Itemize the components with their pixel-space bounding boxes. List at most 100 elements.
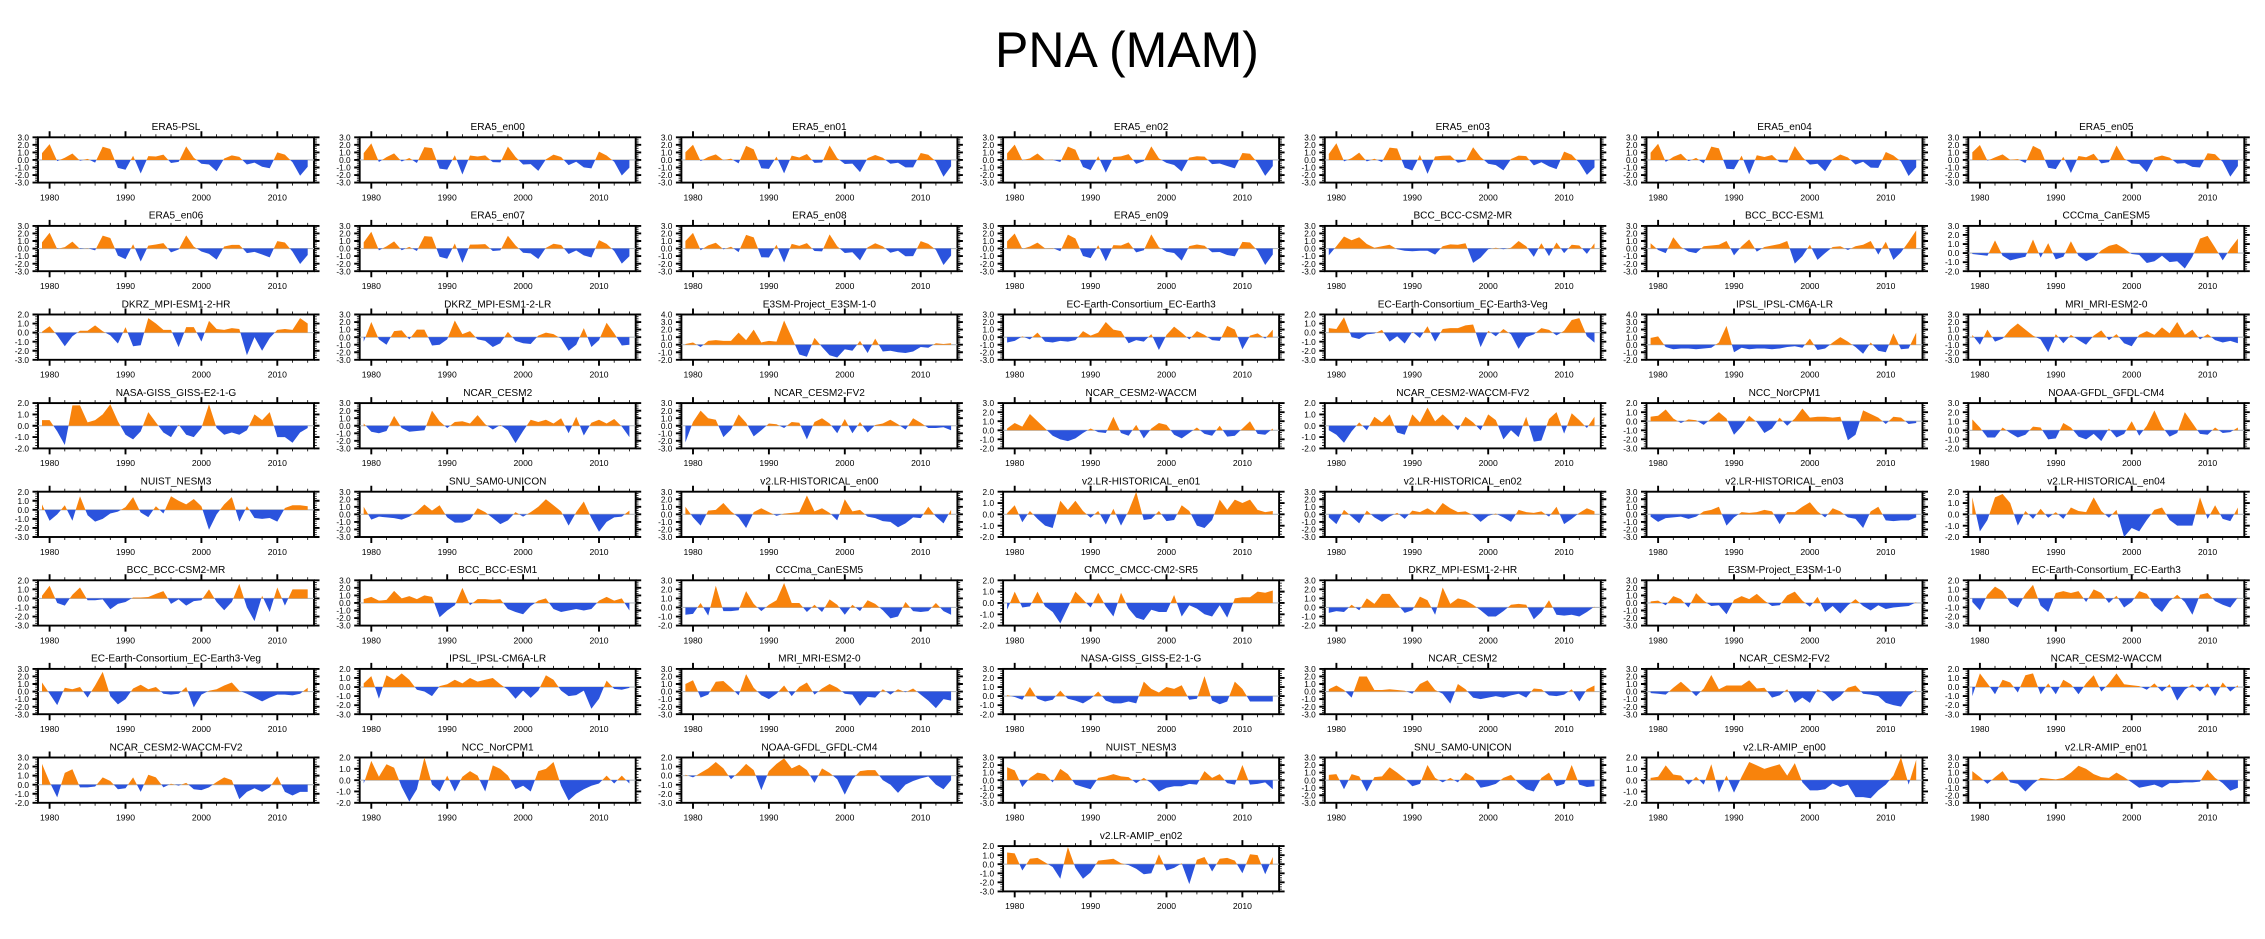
svg-text:0.0: 0.0 (17, 594, 29, 604)
svg-text:2000: 2000 (1800, 724, 1819, 734)
svg-text:1980: 1980 (1327, 192, 1346, 202)
svg-text:2.0: 2.0 (1626, 753, 1638, 763)
svg-text:2000: 2000 (2122, 635, 2141, 645)
svg-text:2010: 2010 (1555, 635, 1574, 645)
svg-text:1980: 1980 (1327, 281, 1346, 291)
svg-text:2000: 2000 (835, 281, 854, 291)
svg-text:-3.0: -3.0 (336, 621, 351, 631)
svg-text:-1.0: -1.0 (15, 789, 30, 799)
svg-text:2.0: 2.0 (983, 317, 995, 327)
svg-text:3.0: 3.0 (1304, 132, 1316, 142)
svg-text:NUIST_NESM3: NUIST_NESM3 (1106, 742, 1177, 753)
svg-text:1.0: 1.0 (983, 148, 995, 158)
svg-text:2.0: 2.0 (339, 494, 351, 504)
svg-text:-3.0: -3.0 (658, 709, 673, 719)
svg-text:2010: 2010 (1876, 370, 1895, 380)
svg-text:2010: 2010 (911, 281, 930, 291)
svg-text:0.0: 0.0 (1626, 340, 1638, 350)
svg-text:SNU_SAM0-UNICON: SNU_SAM0-UNICON (449, 477, 547, 488)
svg-text:0.0: 0.0 (983, 598, 995, 608)
svg-text:1990: 1990 (1081, 281, 1100, 291)
svg-text:3.0: 3.0 (339, 132, 351, 142)
svg-text:1.0: 1.0 (1304, 502, 1316, 512)
svg-text:4.0: 4.0 (661, 310, 673, 320)
svg-text:2000: 2000 (2122, 370, 2141, 380)
svg-text:1980: 1980 (683, 192, 702, 202)
svg-text:-1.0: -1.0 (980, 868, 995, 878)
svg-text:2000: 2000 (1800, 547, 1819, 557)
svg-text:2000: 2000 (1800, 813, 1819, 823)
svg-text:-2.0: -2.0 (1945, 266, 1960, 276)
svg-text:-1.0: -1.0 (15, 514, 30, 524)
svg-text:-2.0: -2.0 (15, 702, 30, 712)
svg-text:2010: 2010 (1555, 281, 1574, 291)
svg-text:EC-Earth-Consortium_EC-Earth3: EC-Earth-Consortium_EC-Earth3 (1066, 299, 1216, 310)
svg-text:-3.0: -3.0 (1302, 266, 1317, 276)
svg-text:0.0: 0.0 (1948, 248, 1960, 258)
svg-text:1.0: 1.0 (1948, 148, 1960, 158)
svg-text:-3.0: -3.0 (658, 444, 673, 454)
svg-text:0.0: 0.0 (1948, 775, 1960, 785)
svg-text:0.0: 0.0 (983, 509, 995, 519)
svg-text:2.0: 2.0 (661, 140, 673, 150)
svg-text:3.0: 3.0 (1304, 753, 1316, 763)
svg-text:1990: 1990 (2046, 635, 2065, 645)
svg-text:3.0: 3.0 (1948, 132, 1960, 142)
svg-text:NCAR_CESM2-FV2: NCAR_CESM2-FV2 (774, 388, 865, 399)
svg-text:2000: 2000 (835, 192, 854, 202)
svg-text:2010: 2010 (2198, 370, 2217, 380)
svg-text:1980: 1980 (1970, 635, 1989, 645)
svg-text:-1.0: -1.0 (1623, 787, 1638, 797)
svg-text:-1.0: -1.0 (15, 163, 30, 173)
svg-text:1990: 1990 (1403, 458, 1422, 468)
svg-text:2000: 2000 (192, 192, 211, 202)
svg-text:2010: 2010 (1555, 192, 1574, 202)
svg-text:-1.0: -1.0 (1945, 691, 1960, 701)
svg-text:1980: 1980 (40, 547, 59, 557)
svg-text:0.0: 0.0 (1626, 509, 1638, 519)
svg-text:2010: 2010 (1233, 192, 1252, 202)
svg-text:NASA-GISS_GISS-E2-1-G: NASA-GISS_GISS-E2-1-G (1081, 654, 1202, 665)
svg-text:-3.0: -3.0 (1623, 532, 1638, 542)
svg-text:-1.0: -1.0 (658, 612, 673, 622)
svg-text:2010: 2010 (2198, 724, 2217, 734)
svg-text:-2.0: -2.0 (15, 444, 30, 454)
svg-text:0.0: 0.0 (1948, 509, 1960, 519)
svg-text:1990: 1990 (1724, 281, 1743, 291)
svg-text:-1.0: -1.0 (15, 337, 30, 347)
svg-text:-2.0: -2.0 (15, 798, 30, 808)
svg-text:2010: 2010 (1876, 724, 1895, 734)
svg-text:-2.0: -2.0 (980, 259, 995, 269)
svg-text:2000: 2000 (1157, 635, 1176, 645)
svg-text:-1.0: -1.0 (1945, 163, 1960, 173)
svg-text:3.0: 3.0 (339, 398, 351, 408)
svg-text:CCCma_CanESM5: CCCma_CanESM5 (776, 565, 864, 576)
svg-text:2.0: 2.0 (661, 406, 673, 416)
svg-text:0.0: 0.0 (1304, 687, 1316, 697)
svg-text:2000: 2000 (1157, 724, 1176, 734)
svg-text:1990: 1990 (1724, 370, 1743, 380)
svg-text:-1.0: -1.0 (1623, 517, 1638, 527)
svg-text:0.0: 0.0 (983, 425, 995, 435)
svg-text:-1.0: -1.0 (658, 780, 673, 790)
svg-text:2010: 2010 (589, 813, 608, 823)
svg-text:-2.0: -2.0 (1945, 612, 1960, 622)
svg-text:v2.LR-HISTORICAL_en01: v2.LR-HISTORICAL_en01 (1082, 477, 1201, 488)
svg-text:1.0: 1.0 (1948, 416, 1960, 426)
svg-text:2000: 2000 (2122, 192, 2141, 202)
svg-text:2000: 2000 (1479, 813, 1498, 823)
svg-text:2.0: 2.0 (661, 584, 673, 594)
svg-text:-3.0: -3.0 (980, 887, 995, 897)
svg-text:1.0: 1.0 (1304, 679, 1316, 689)
svg-text:1990: 1990 (438, 458, 457, 468)
svg-text:-1.0: -1.0 (658, 694, 673, 704)
svg-text:3.0: 3.0 (1626, 132, 1638, 142)
svg-text:3.0: 3.0 (339, 575, 351, 585)
svg-text:1980: 1980 (1970, 547, 1989, 557)
svg-text:-2.0: -2.0 (15, 523, 30, 533)
svg-text:2.0: 2.0 (661, 229, 673, 239)
svg-text:-2.0: -2.0 (1623, 170, 1638, 180)
svg-text:1990: 1990 (116, 635, 135, 645)
svg-text:1990: 1990 (438, 813, 457, 823)
svg-text:2010: 2010 (2198, 281, 2217, 291)
